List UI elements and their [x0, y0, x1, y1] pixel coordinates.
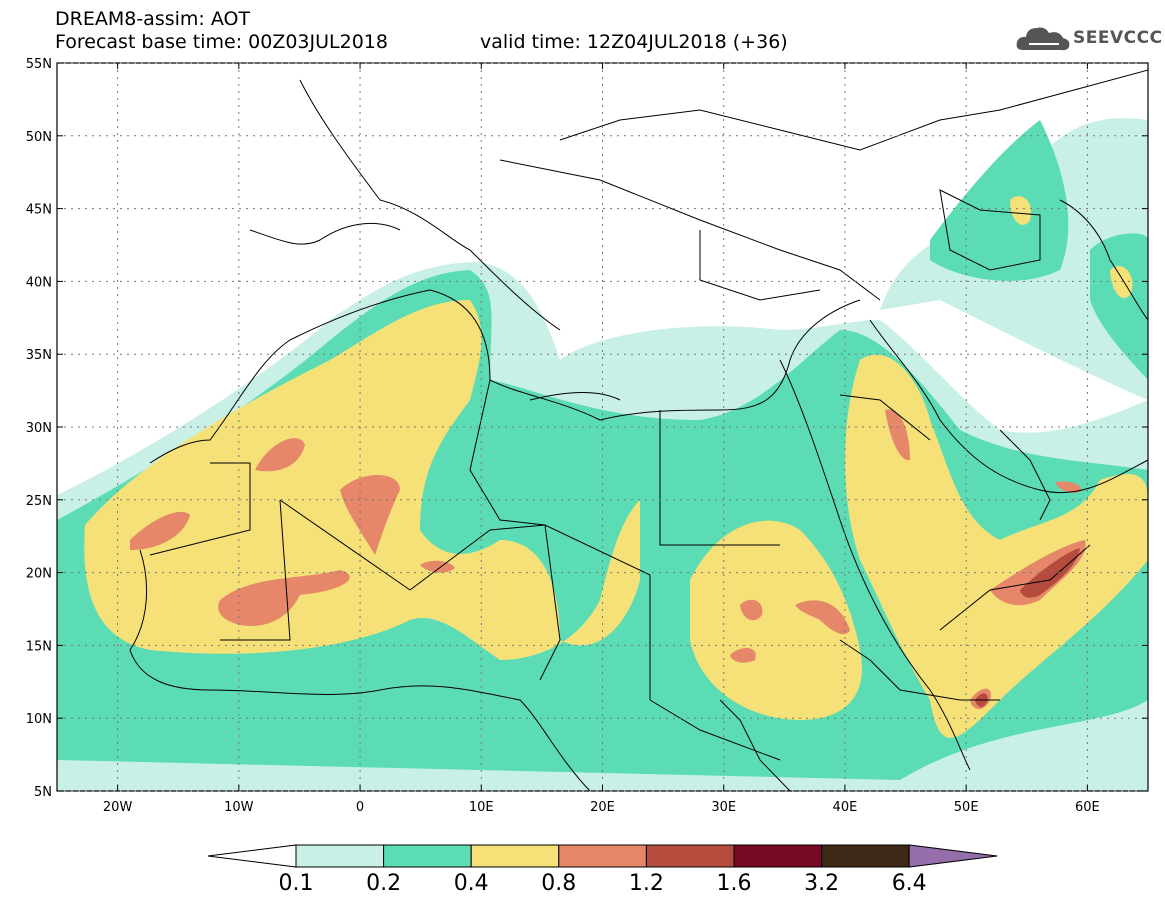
colorbar-segment — [295, 844, 385, 868]
lat-tick-label: 5N — [34, 785, 52, 800]
lat-tick-label: 50N — [26, 130, 52, 145]
colorbar-label: 0.1 — [279, 871, 314, 896]
lon-tick-label: 10E — [469, 800, 494, 815]
colorbar-label: 3.2 — [804, 871, 839, 896]
colorbar-segment — [733, 844, 823, 868]
lat-tick-label: 10N — [26, 712, 52, 727]
colorbar-over-arrow — [908, 844, 998, 868]
colorbar-segment — [383, 844, 472, 868]
colorbar-label: 0.4 — [454, 871, 489, 896]
lat-tick-label: 15N — [26, 639, 52, 654]
colorbar-segment — [470, 844, 560, 868]
lon-tick-label: 20E — [590, 800, 615, 815]
lon-tick-label: 50E — [954, 800, 979, 815]
colorbar-segment — [558, 844, 647, 868]
forecast-base-time: Forecast base time: 00Z03JUL2018 — [55, 31, 388, 53]
colorbar-label: 0.8 — [541, 871, 576, 896]
lat-tick-label: 40N — [26, 275, 52, 290]
axis-ticks: 20W 10W 0 10E 20E 30E 40E 50E 60E 55N 50N 45N 40N 35N… — [26, 57, 1148, 815]
lat-tick-label: 55N — [26, 57, 52, 72]
graticule — [57, 62, 1148, 792]
map-title: DREAM8-assim: AOT — [55, 8, 251, 30]
lon-tick-label: 40E — [833, 800, 858, 815]
colorbar-label: 0.2 — [366, 871, 401, 896]
lon-tick-label: 20W — [103, 800, 133, 815]
lon-tick-label: 0 — [356, 800, 364, 815]
colorbar-label: 1.6 — [717, 871, 752, 896]
colorbar-segment — [821, 844, 910, 868]
colorbar: 0.1 0.2 0.4 0.8 1.2 1.6 3.2 6.4 — [207, 844, 998, 896]
cloud-icon — [1016, 27, 1070, 51]
colorbar-segment — [645, 844, 735, 868]
lat-tick-label: 30N — [26, 421, 52, 436]
lat-tick-label: 20N — [26, 567, 52, 582]
lon-tick-label: 10W — [224, 800, 254, 815]
valid-time: valid time: 12Z04JUL2018 (+36) — [480, 31, 788, 53]
lat-tick-label: 35N — [26, 348, 52, 363]
logo-text: SEEVCCC — [1073, 28, 1163, 48]
lat-tick-label: 25N — [26, 494, 52, 509]
lat-tick-label: 45N — [26, 203, 52, 218]
colorbar-label: 1.2 — [629, 871, 664, 896]
coastlines — [129, 69, 1148, 791]
colorbar-under-arrow — [207, 844, 297, 868]
lon-tick-label: 30E — [711, 800, 736, 815]
colorbar-label: 6.4 — [892, 871, 927, 896]
lon-tick-label: 60E — [1075, 800, 1100, 815]
seevccc-logo: SEEVCCC — [1015, 20, 1162, 54]
